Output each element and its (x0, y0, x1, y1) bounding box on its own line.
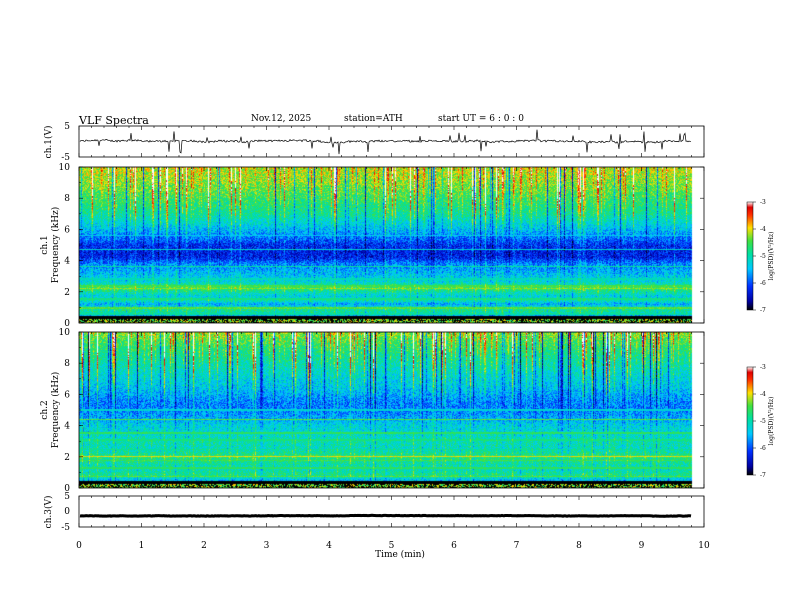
ch1-colorbar (746, 201, 754, 311)
freq-tick-label: 10 (59, 163, 71, 173)
freq-tick-label: 8 (64, 359, 70, 369)
colorbar-tick-label: -5 (760, 253, 766, 260)
colorbar-tick-label: -5 (760, 418, 766, 425)
ch1-waveform-panel: 5 -5 ch.1(V) (43, 122, 705, 163)
colorbar-tick-label: -6 (760, 445, 766, 452)
ch1-spectrogram-ylabel-channel: ch.1 (40, 235, 50, 254)
time-axis-label: Time (min) (375, 549, 425, 560)
colorbar-tick-label: -7 (760, 472, 766, 479)
ch1-spectrogram-image (79, 167, 704, 323)
colorbar-tick-label: -6 (760, 280, 766, 287)
ch2-colorbar-ticks: -3 -4 -5 -6 -7 (753, 364, 766, 479)
freq-tick-label: 4 (64, 257, 70, 267)
ch2-spectrogram-yticks: 0 2 4 6 8 10 (59, 328, 705, 494)
ch3-waveform-frame (78, 495, 705, 528)
freq-tick-label: 0 (64, 319, 70, 329)
time-tick-label: 10 (698, 541, 710, 551)
ch1-waveform-ylabel: ch.1(V) (43, 126, 54, 159)
time-tick-label: 4 (326, 541, 332, 551)
ch3-waveform-ylabel: ch.3(V) (43, 496, 54, 529)
time-tick-label: 7 (514, 541, 520, 551)
ch2-spectrogram-ylabel-channel: ch.2 (40, 400, 50, 419)
freq-tick-label: 2 (64, 288, 70, 298)
time-tick-label: 9 (639, 541, 645, 551)
ch1-spectrogram-yticks: 0 2 4 6 8 10 (59, 163, 705, 329)
time-tick-label: 3 (264, 541, 270, 551)
ch2-spectrogram-ylabel-freq: Frequency (kHz) (50, 372, 61, 449)
ch3-ytick-mid: 0 (64, 507, 70, 517)
time-tick-label: 8 (576, 541, 582, 551)
chart-title: VLF Spectra (79, 114, 149, 127)
date-label: Nov.12, 2025 (251, 114, 312, 124)
ch1-waveform-trace (79, 129, 692, 155)
time-axis-ticks: 0 1 2 3 4 5 6 7 8 9 10 (76, 541, 710, 551)
ch3-ytick-top: 5 (64, 492, 70, 502)
ch1-ytick-bottom: -5 (61, 153, 70, 163)
freq-tick-label: 2 (64, 453, 70, 463)
ch3-waveform-trace (79, 513, 692, 518)
ch1-colorbar-label: log(PSD)(V²/Hz) (768, 232, 775, 281)
ch2-colorbar-label: log(PSD)(V²/Hz) (768, 397, 775, 446)
ch1-colorbar-ticks: -3 -4 -5 -6 -7 (753, 199, 766, 314)
ch1-waveform-ticks (78, 126, 705, 157)
ch3-ytick-bottom: -5 (61, 523, 70, 533)
time-tick-label: 2 (201, 541, 207, 551)
station-label: station=ATH (344, 114, 403, 124)
colorbar-tick-label: -7 (760, 307, 766, 314)
colorbar-tick-label: -4 (760, 391, 766, 398)
colorbar-tick-label: -4 (760, 226, 766, 233)
ch2-spectrogram-image (79, 332, 704, 488)
time-tick-label: 6 (451, 541, 457, 551)
ch1-ytick-top: 5 (64, 122, 70, 132)
ch3-waveform-ticks (78, 496, 705, 527)
freq-tick-label: 0 (64, 484, 70, 494)
colorbar-tick-label: -3 (760, 199, 766, 206)
ch1-spectrogram-ylabel-freq: Frequency (kHz) (50, 207, 61, 284)
start-time-label: start UT = 6 : 0 : 0 (438, 114, 524, 124)
freq-tick-label: 10 (59, 328, 71, 338)
freq-tick-label: 6 (64, 390, 70, 400)
time-tick-label: 5 (389, 541, 395, 551)
time-tick-label: 1 (139, 541, 145, 551)
freq-tick-label: 4 (64, 422, 70, 432)
time-tick-label: 0 (76, 541, 82, 551)
ch2-colorbar (746, 366, 754, 476)
freq-tick-label: 8 (64, 194, 70, 204)
freq-tick-label: 6 (64, 225, 70, 235)
ch3-waveform-panel: 5 0 -5 ch.3(V) (43, 492, 705, 533)
colorbar-tick-label: -3 (760, 364, 766, 371)
